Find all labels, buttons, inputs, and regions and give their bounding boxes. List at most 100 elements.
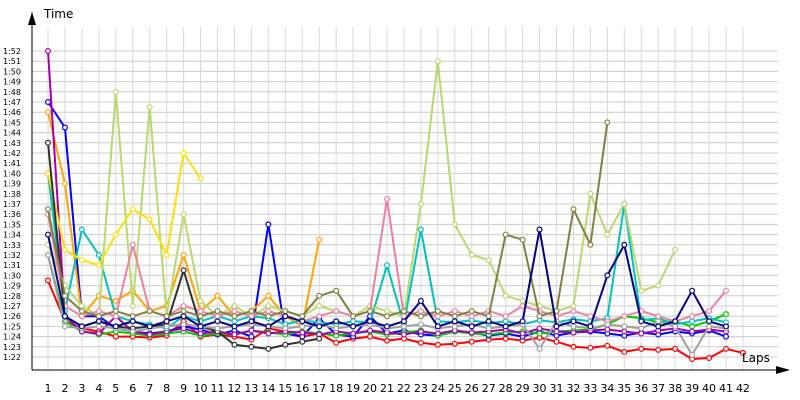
data-point [434, 341, 441, 348]
y-tick-label: 1:32 [3, 251, 21, 260]
data-point [265, 330, 272, 337]
data-point [265, 308, 272, 315]
data-point [553, 338, 560, 345]
data-point [468, 308, 475, 315]
data-point [655, 346, 662, 353]
data-point [282, 341, 289, 348]
data-point [570, 308, 577, 315]
x-tick-label: 26 [465, 382, 479, 395]
data-point [248, 343, 255, 350]
data-point [400, 323, 407, 330]
data-point [587, 190, 594, 197]
data-point [265, 221, 272, 228]
data-point [129, 206, 136, 213]
data-point [417, 226, 424, 233]
data-point [587, 344, 594, 351]
data-point [95, 330, 102, 337]
data-point [536, 325, 543, 332]
data-point [265, 303, 272, 310]
data-point [180, 308, 187, 315]
data-point [146, 331, 153, 338]
data-point [163, 318, 170, 325]
data-point [502, 335, 509, 342]
x-tick-label: 17 [312, 382, 326, 395]
data-point [112, 323, 119, 330]
series-8 [44, 150, 204, 269]
y-tick-label: 1:52 [3, 47, 21, 56]
data-point [689, 318, 696, 325]
x-tick-label: 27 [482, 382, 496, 395]
data-point [61, 124, 68, 131]
data-point [61, 246, 68, 253]
data-point [570, 206, 577, 213]
data-point [672, 318, 679, 325]
data-point [672, 323, 679, 330]
data-point [129, 303, 136, 310]
data-point [129, 328, 136, 335]
data-point [468, 252, 475, 259]
data-point [417, 328, 424, 335]
data-point [180, 150, 187, 157]
data-point [417, 321, 424, 328]
data-point [722, 311, 729, 318]
data-point [265, 323, 272, 330]
x-tick-label: 5 [112, 382, 119, 395]
data-point [350, 330, 357, 337]
x-tick-label: 36 [634, 382, 648, 395]
data-point [129, 313, 136, 320]
data-point [502, 318, 509, 325]
data-point [78, 303, 85, 310]
y-tick-label: 1:49 [3, 78, 21, 87]
data-point [604, 326, 611, 333]
data-point [231, 331, 238, 338]
y-tick-label: 1:37 [3, 200, 21, 209]
data-point [485, 313, 492, 320]
x-tick-label: 32 [566, 382, 580, 395]
y-tick-label: 1:47 [3, 98, 21, 107]
data-point [451, 340, 458, 347]
y-tick-label: 1:39 [3, 180, 21, 189]
x-tick-label: 10 [194, 382, 208, 395]
data-point [180, 252, 187, 259]
data-point [672, 246, 679, 253]
data-point [180, 313, 187, 320]
data-point [434, 313, 441, 320]
data-point [299, 329, 306, 336]
data-point [282, 325, 289, 332]
series-7 [44, 58, 679, 320]
x-tick-label: 16 [295, 382, 309, 395]
data-point [604, 342, 611, 349]
data-point [61, 313, 68, 320]
data-point [197, 323, 204, 330]
data-point [197, 308, 204, 315]
x-tick-label: 38 [668, 382, 682, 395]
data-point [638, 318, 645, 325]
x-tick-label: 39 [685, 382, 699, 395]
y-tick-label: 1:43 [3, 139, 21, 148]
data-point [265, 292, 272, 299]
data-point [95, 323, 102, 330]
data-point [417, 313, 424, 320]
x-tick-label: 7 [146, 382, 153, 395]
data-point [621, 348, 628, 355]
data-point [400, 308, 407, 315]
data-point [519, 297, 526, 304]
x-tick-label: 24 [431, 382, 445, 395]
data-point [689, 313, 696, 320]
data-point [638, 287, 645, 294]
data-point [655, 323, 662, 330]
y-tick-label: 1:25 [3, 322, 21, 331]
data-point [638, 325, 645, 332]
data-point [519, 318, 526, 325]
data-point [146, 308, 153, 315]
data-point [672, 345, 679, 352]
data-point [197, 297, 204, 304]
data-point [231, 318, 238, 325]
y-axis-title: Time [43, 7, 73, 21]
data-point [61, 292, 68, 299]
data-point [417, 339, 424, 346]
data-point [44, 252, 51, 259]
data-point [587, 323, 594, 330]
data-point [163, 323, 170, 330]
y-axis-arrow [28, 12, 36, 25]
